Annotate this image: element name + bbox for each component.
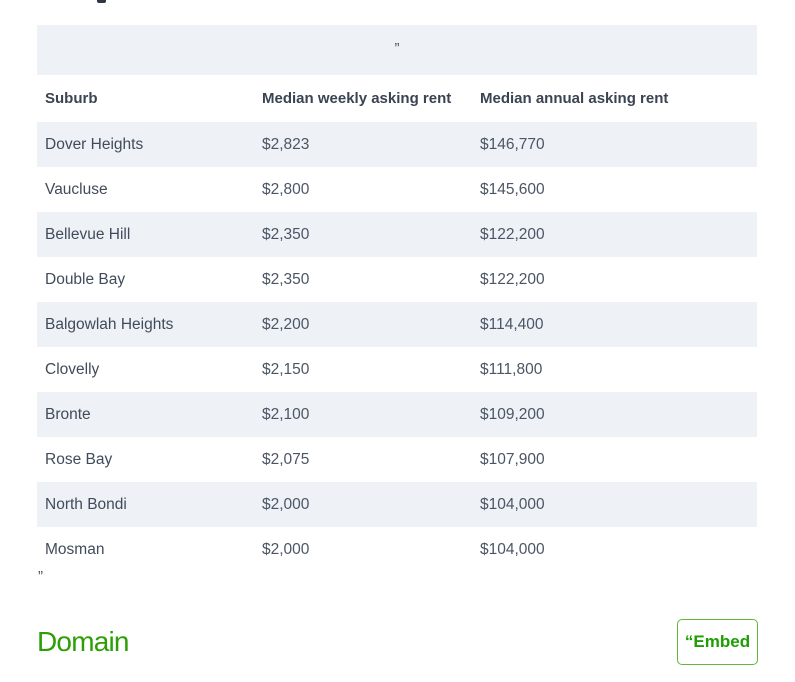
footer: Domain “Embed [37,618,758,665]
suburb-cell: Double Bay [45,270,126,288]
annual-rent-cell: $109,200 [480,405,545,423]
annual-rent-cell: $104,000 [480,495,545,513]
open-quote-mark: ” [394,39,400,57]
domain-logo[interactable]: Domain [37,625,129,657]
weekly-rent-cell: $2,000 [262,540,310,558]
column-header-annual-rent: Median annual asking rent [472,75,757,122]
weekly-rent-cell: $2,350 [262,270,310,288]
suburb-cell: Balgowlah Heights [45,315,174,333]
weekly-rent-cell: $2,800 [262,180,310,198]
weekly-rent-cell: $2,100 [262,405,310,423]
table-row: Double Bay $2,350 $122,200 [37,257,757,302]
suburb-cell: Rose Bay [45,450,113,468]
annual-rent-cell: $122,200 [480,225,545,243]
weekly-rent-cell: $2,000 [262,495,310,513]
annual-rent-cell: $122,200 [480,270,545,288]
weekly-rent-cell: $2,823 [262,135,310,153]
embed-button[interactable]: “Embed [677,618,758,665]
column-header-weekly-rent: Median weekly asking rent [254,75,472,122]
table-row: Dover Heights $2,823 $146,770 [37,122,757,167]
annual-rent-cell: $107,900 [480,450,545,468]
suburb-cell: North Bondi [45,495,127,513]
suburb-cell: Bronte [45,405,91,423]
suburb-cell: Bellevue Hill [45,225,131,243]
table-row: Rose Bay $2,075 $107,900 [37,437,757,482]
suburb-cell: Clovelly [45,360,100,378]
annual-rent-cell: $114,400 [480,315,544,333]
annual-rent-cell: $145,600 [480,180,545,198]
weekly-rent-cell: $2,200 [262,315,310,333]
table-row: Mosman $2,000 $104,000 [37,527,757,572]
suburb-cell: Mosman [45,540,105,558]
column-header-suburb: Suburb [37,75,254,122]
suburb-cell: Dover Heights [45,135,144,153]
table-header-row: Suburb Median weekly asking rent Median … [37,75,757,122]
quote-banner: ” [37,25,757,75]
table-row: Vaucluse $2,800 $145,600 [37,167,757,212]
table-row: Bronte $2,100 $109,200 [37,392,757,437]
table-row: Clovelly $2,150 $111,800 [37,347,757,392]
weekly-rent-cell: $2,350 [262,225,310,243]
weekly-rent-cell: $2,150 [262,360,310,378]
clipped-text-artifact [97,0,106,3]
annual-rent-cell: $104,000 [480,540,545,558]
rent-table: Suburb Median weekly asking rent Median … [37,75,757,572]
table-row: Bellevue Hill $2,350 $122,200 [37,212,757,257]
suburb-cell: Vaucluse [45,180,108,198]
weekly-rent-cell: $2,075 [262,450,310,468]
annual-rent-cell: $111,800 [480,360,543,378]
table-row: Balgowlah Heights $2,200 $114,400 [37,302,757,347]
table-row: North Bondi $2,000 $104,000 [37,482,757,527]
close-quote-mark: ” [38,568,43,585]
annual-rent-cell: $146,770 [480,135,545,153]
